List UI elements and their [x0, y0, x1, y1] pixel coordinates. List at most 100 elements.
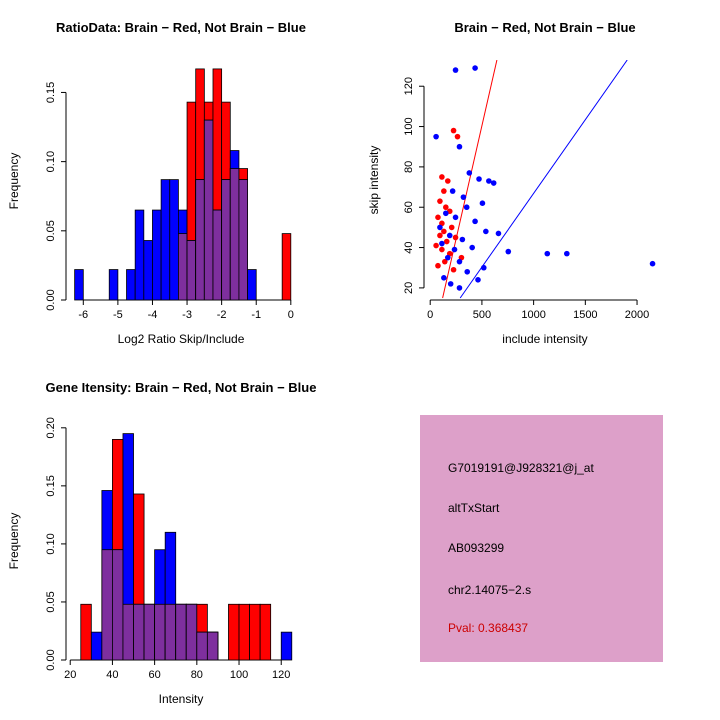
- y-tick-label: 60: [403, 201, 415, 213]
- scatter-point-red: [437, 198, 443, 204]
- hist-bar-overlap: [186, 240, 197, 301]
- hist-bar-blue: [169, 179, 179, 301]
- hist-bar-overlap: [101, 549, 113, 661]
- y-tick-label: 0.15: [45, 82, 57, 103]
- scatter-point-blue: [469, 244, 475, 251]
- hist-bar-red: [259, 603, 272, 661]
- scatter-point-blue: [446, 232, 453, 239]
- hist-bar-overlap: [112, 549, 124, 661]
- y-tick-label: 120: [403, 77, 415, 95]
- hist-bar-red: [281, 233, 292, 301]
- pval-text: Pval: 0.368437: [448, 621, 529, 635]
- x-axis-label: Log2 Ratio Skip/Include: [118, 332, 245, 346]
- scatter-point-red: [443, 204, 449, 211]
- hist-bar-overlap: [229, 168, 240, 301]
- scatter-point-blue: [463, 204, 470, 211]
- hist-bar-blue: [90, 631, 103, 661]
- scatter-point-blue: [483, 228, 489, 235]
- scatter-point-red: [439, 246, 445, 253]
- hist-bar-blue: [143, 240, 153, 301]
- y-axis-label: skip intensity: [367, 146, 381, 215]
- gene-info-box: G7019191@J928321@j_at altTxStart AB09329…: [420, 415, 663, 662]
- x-tick-label: -6: [78, 309, 88, 321]
- scatter-point-blue: [472, 65, 478, 71]
- scatter-point-blue: [544, 250, 551, 257]
- y-tick-label: 0.15: [45, 475, 57, 496]
- x-tick-label: 2000: [625, 309, 649, 321]
- scatter-point-blue: [460, 194, 467, 200]
- x-tick-label: -5: [113, 309, 123, 321]
- scatter-point-red: [441, 258, 448, 265]
- x-tick-label: 500: [473, 309, 491, 321]
- x-tick-label: 40: [106, 669, 118, 681]
- scatter-point-red: [450, 266, 457, 273]
- hist-bar-overlap: [212, 209, 223, 301]
- x-tick-label: 80: [191, 669, 203, 681]
- hist-bar-blue: [280, 631, 293, 661]
- hist-bar-blue: [126, 269, 136, 301]
- scatter-point-blue: [505, 248, 512, 255]
- scatter-point-blue: [486, 178, 492, 184]
- hist-bar-red: [249, 603, 261, 661]
- hist-bar-blue: [74, 269, 84, 301]
- x-tick-label: 0: [288, 309, 294, 321]
- scatter-point-blue: [439, 240, 445, 247]
- scatter-point-red: [439, 174, 445, 180]
- scatter-point-blue: [452, 67, 459, 73]
- hist-bar-overlap: [195, 179, 205, 301]
- info-panel-cell: G7019191@J928321@j_at altTxStart AB09329…: [360, 360, 720, 720]
- scatter-point-blue: [451, 246, 458, 253]
- scatter-point-blue: [456, 258, 463, 265]
- scatter-point-blue: [564, 250, 570, 257]
- hist-bar-overlap: [133, 603, 145, 661]
- hist-bar-blue: [247, 269, 257, 301]
- x-tick-label: 1000: [521, 309, 545, 321]
- hist-bar-overlap: [196, 631, 208, 661]
- scatter-point-blue: [456, 143, 463, 150]
- scatter-point-blue: [464, 268, 471, 275]
- y-tick-label: 80: [403, 161, 415, 173]
- scatter-point-blue: [480, 264, 487, 271]
- hist-bar-overlap: [221, 179, 231, 301]
- scatter-point-red: [441, 228, 447, 235]
- scatter-point-red: [454, 133, 461, 140]
- scatter-point-red: [443, 238, 450, 245]
- scatter-point-blue: [490, 180, 497, 186]
- hist-bar-overlap: [178, 233, 188, 301]
- accession-text: AB093299: [448, 541, 505, 555]
- y-tick-label: 0.10: [45, 151, 57, 172]
- scatter-point-blue: [447, 281, 454, 287]
- y-tick-label: 0.00: [45, 649, 57, 670]
- scatter-point-blue: [649, 260, 656, 267]
- scatter-point-blue: [452, 214, 459, 221]
- hist-bar-overlap: [206, 631, 219, 661]
- scatter-point-red: [437, 232, 443, 239]
- scatter-point-red: [448, 224, 455, 231]
- probe-id-text: G7019191@J928321@j_at: [448, 461, 594, 475]
- gene-intensity-histogram-panel: 20 40 60 80 100 120 0.00 0.05 0.10 0.15 0.20 Gene I…: [7, 380, 316, 706]
- hist-bar-overlap: [203, 119, 214, 301]
- scatter-point-blue: [472, 218, 478, 225]
- scatter-point-blue: [433, 133, 439, 140]
- scatter-point-blue: [479, 200, 486, 206]
- x-tick-label: -3: [182, 309, 192, 321]
- y-tick-label: 40: [403, 241, 415, 253]
- y-tick-label: 100: [403, 117, 415, 135]
- y-tick-label: 0.10: [45, 533, 57, 554]
- scatter-point-blue: [466, 170, 473, 176]
- hist-bar-red: [80, 603, 92, 661]
- scatter-point-red: [450, 127, 457, 134]
- hist-bar-blue: [108, 269, 119, 301]
- scatter-point-blue: [443, 210, 449, 217]
- locus-text: chr2.14075−2.s: [448, 583, 532, 597]
- hist-bar-overlap: [143, 603, 156, 661]
- y-tick-label: 0.05: [45, 220, 57, 241]
- hist-bar-overlap: [122, 603, 134, 661]
- x-tick-label: -1: [251, 309, 261, 321]
- x-tick-label: 20: [64, 669, 76, 681]
- fit-line-red: [442, 60, 498, 299]
- hist-bar-overlap: [238, 179, 248, 301]
- y-axis-label: Frequency: [7, 153, 21, 210]
- fit-line-blue: [459, 60, 628, 299]
- x-tick-label: 120: [272, 669, 290, 681]
